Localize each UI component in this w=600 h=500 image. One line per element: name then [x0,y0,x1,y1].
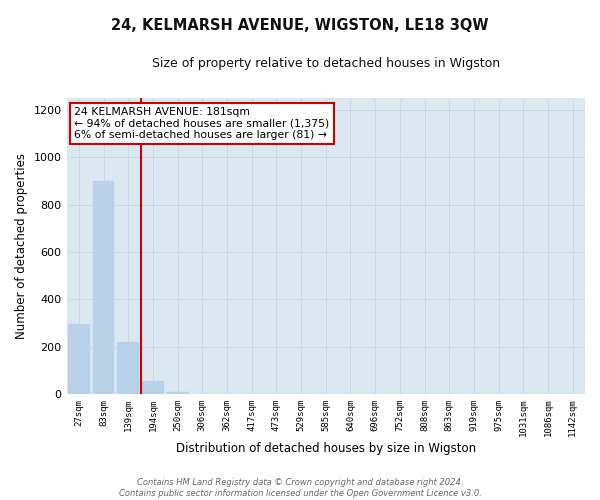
Y-axis label: Number of detached properties: Number of detached properties [15,153,28,339]
Bar [93,181,115,394]
Bar [68,324,90,394]
Text: 24, KELMARSH AVENUE, WIGSTON, LE18 3QW: 24, KELMARSH AVENUE, WIGSTON, LE18 3QW [111,18,489,32]
Text: 24 KELMARSH AVENUE: 181sqm
← 94% of detached houses are smaller (1,375)
6% of se: 24 KELMARSH AVENUE: 181sqm ← 94% of deta… [74,107,329,140]
Bar [142,381,164,394]
Title: Size of property relative to detached houses in Wigston: Size of property relative to detached ho… [152,58,500,70]
Text: Contains HM Land Registry data © Crown copyright and database right 2024.
Contai: Contains HM Land Registry data © Crown c… [119,478,481,498]
Bar [167,392,188,394]
X-axis label: Distribution of detached houses by size in Wigston: Distribution of detached houses by size … [176,442,476,455]
Bar [118,342,139,394]
